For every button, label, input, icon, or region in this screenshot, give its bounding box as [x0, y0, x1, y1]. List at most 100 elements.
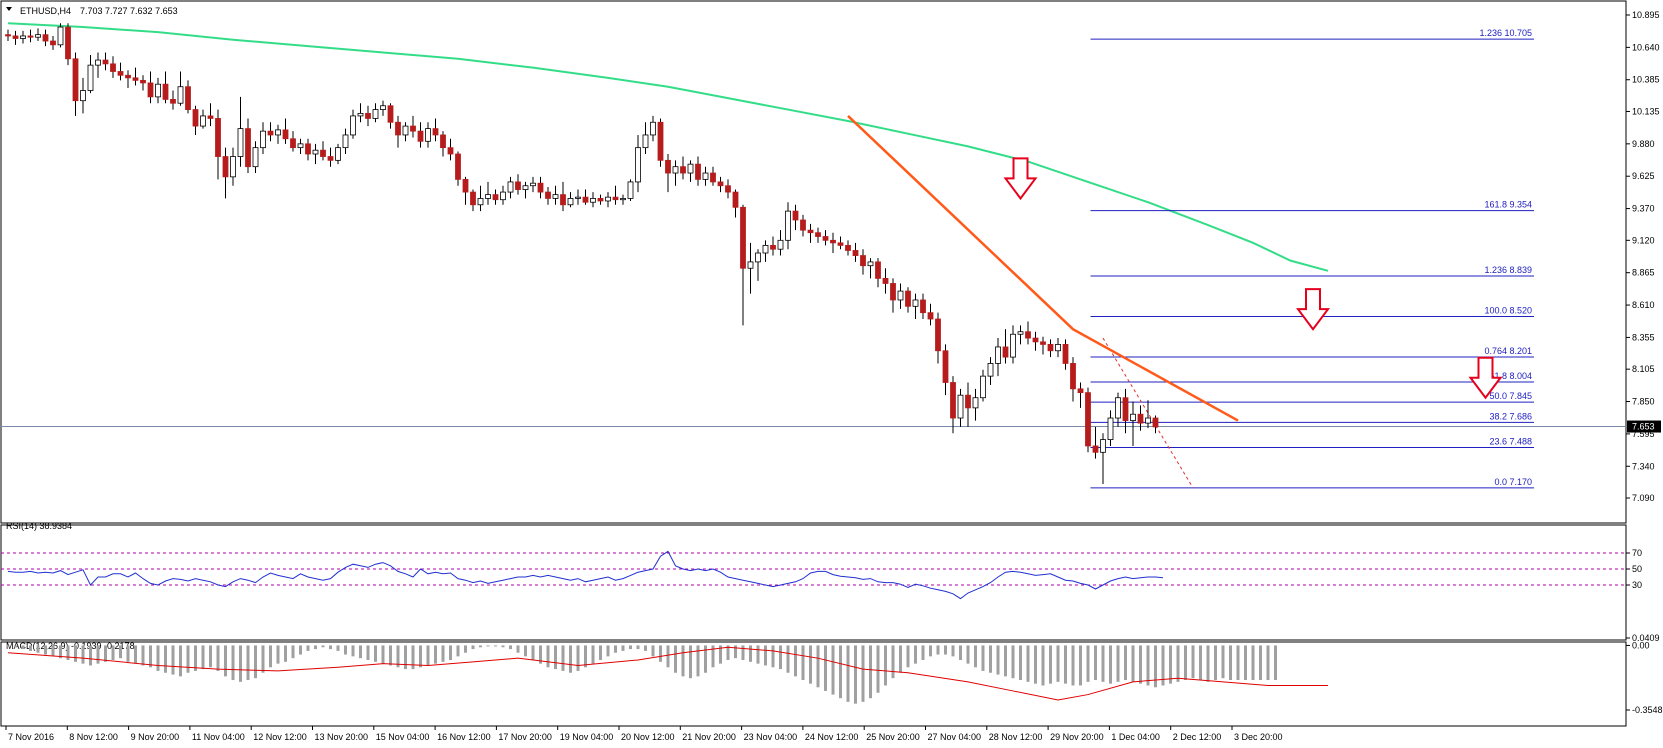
candle — [777, 230, 784, 256]
candle-body — [770, 244, 776, 250]
macd-histogram-bar — [464, 645, 467, 653]
candle — [1062, 339, 1069, 370]
candle-body — [777, 239, 784, 250]
candle — [282, 118, 289, 144]
candle-body — [530, 182, 536, 187]
macd-histogram-bar — [989, 645, 992, 673]
macd-signal-line — [7, 646, 1328, 701]
candle — [132, 67, 139, 86]
macd-histogram-bar — [599, 645, 602, 660]
macd-histogram-bar — [29, 645, 32, 651]
candle — [537, 176, 544, 199]
candle-body — [72, 58, 79, 102]
macd-histogram-bar — [1011, 645, 1015, 679]
candle-body — [792, 210, 799, 221]
candle-body — [927, 312, 934, 320]
macd-histogram-bar — [546, 645, 550, 668]
current-price-label: 7.653 — [1632, 422, 1655, 432]
fib-level-label: 1.236 8.839 — [1484, 265, 1532, 275]
candle-body — [50, 40, 56, 46]
candle-body — [980, 375, 986, 399]
macd-histogram-bar — [1101, 645, 1105, 682]
x-axis-tick-label: 13 Nov 20:00 — [315, 732, 369, 742]
macd-histogram-bar — [471, 645, 475, 650]
macd-histogram-bar — [1154, 645, 1157, 688]
price-y-tick-label: 7.850 — [1632, 397, 1655, 407]
candle — [1085, 387, 1091, 453]
macd-histogram-bar — [299, 645, 302, 655]
macd-histogram-bar — [854, 645, 857, 704]
candle-body — [807, 229, 814, 234]
macd-histogram-bar — [824, 645, 827, 691]
candle-body — [815, 232, 821, 237]
x-axis-tick-label: 29 Nov 20:00 — [1050, 732, 1104, 742]
macd-y-tick-label: -0.3548 — [1632, 705, 1663, 715]
candle — [560, 181, 566, 212]
macd-histogram-bar — [809, 645, 812, 684]
plot-layer: 10.895 10.640 10.385 10.135 9.880 9.625 9.370 9… — [1, 7, 1663, 742]
macd-histogram-bar — [224, 645, 227, 677]
macd-histogram-bar — [449, 645, 452, 660]
macd-histogram-bar — [944, 645, 947, 655]
candle-body — [110, 63, 116, 72]
candle-body — [252, 147, 259, 168]
candle — [215, 109, 221, 180]
candle — [972, 388, 979, 421]
candle — [470, 189, 476, 212]
candle — [950, 376, 956, 434]
macd-histogram-bar — [209, 645, 212, 668]
macd-histogram-bar — [614, 645, 617, 653]
macd-histogram-bar — [1161, 645, 1165, 686]
candle-body — [830, 239, 836, 244]
candle-body — [590, 198, 596, 203]
macd-histogram-bar — [1034, 645, 1037, 684]
candle — [440, 131, 446, 157]
candle-body — [5, 34, 11, 37]
macd-histogram-bar — [261, 645, 265, 673]
price-y-tick-label: 9.625 — [1632, 171, 1655, 181]
candle — [695, 156, 701, 186]
macd-histogram-bar — [681, 645, 685, 677]
candle — [545, 187, 551, 205]
candle — [740, 204, 746, 326]
candle — [417, 122, 424, 148]
candle-body — [1100, 439, 1106, 453]
candle-body — [965, 394, 971, 409]
candle — [207, 103, 214, 127]
candle-body — [912, 299, 919, 307]
candle — [1137, 405, 1144, 431]
candle-body — [365, 112, 371, 119]
macd-histogram-bar — [966, 645, 970, 664]
candle — [477, 185, 484, 212]
macd-histogram-bar — [81, 645, 85, 664]
candle-body — [215, 118, 221, 157]
candle-body — [620, 198, 626, 201]
price-y-tick-label: 9.880 — [1632, 139, 1655, 149]
candle — [762, 240, 769, 262]
candle-body — [935, 318, 941, 352]
candle-body — [477, 198, 484, 206]
macd-histogram-bar — [306, 645, 310, 651]
macd-histogram-bar — [509, 645, 512, 650]
candle — [1100, 433, 1106, 485]
macd-histogram-bar — [629, 645, 632, 650]
candle-body — [845, 244, 851, 251]
macd-histogram-bar — [831, 645, 835, 695]
x-axis-tick-label: 15 Nov 04:00 — [376, 732, 430, 742]
candle-body — [1085, 392, 1091, 447]
candle — [875, 258, 881, 288]
candle-body — [27, 35, 34, 38]
candle — [455, 151, 461, 186]
candle — [1107, 410, 1114, 446]
candle-body — [87, 64, 94, 91]
candle-body — [425, 128, 431, 142]
macd-histogram-bar — [119, 645, 122, 659]
price-panel-frame — [0, 0, 1627, 524]
macd-histogram-bar — [951, 645, 955, 657]
candle — [305, 138, 311, 161]
candle-body — [237, 128, 244, 157]
candle — [852, 242, 859, 262]
symbol-dropdown-icon — [6, 7, 12, 11]
macd-histogram-bar — [764, 645, 767, 666]
